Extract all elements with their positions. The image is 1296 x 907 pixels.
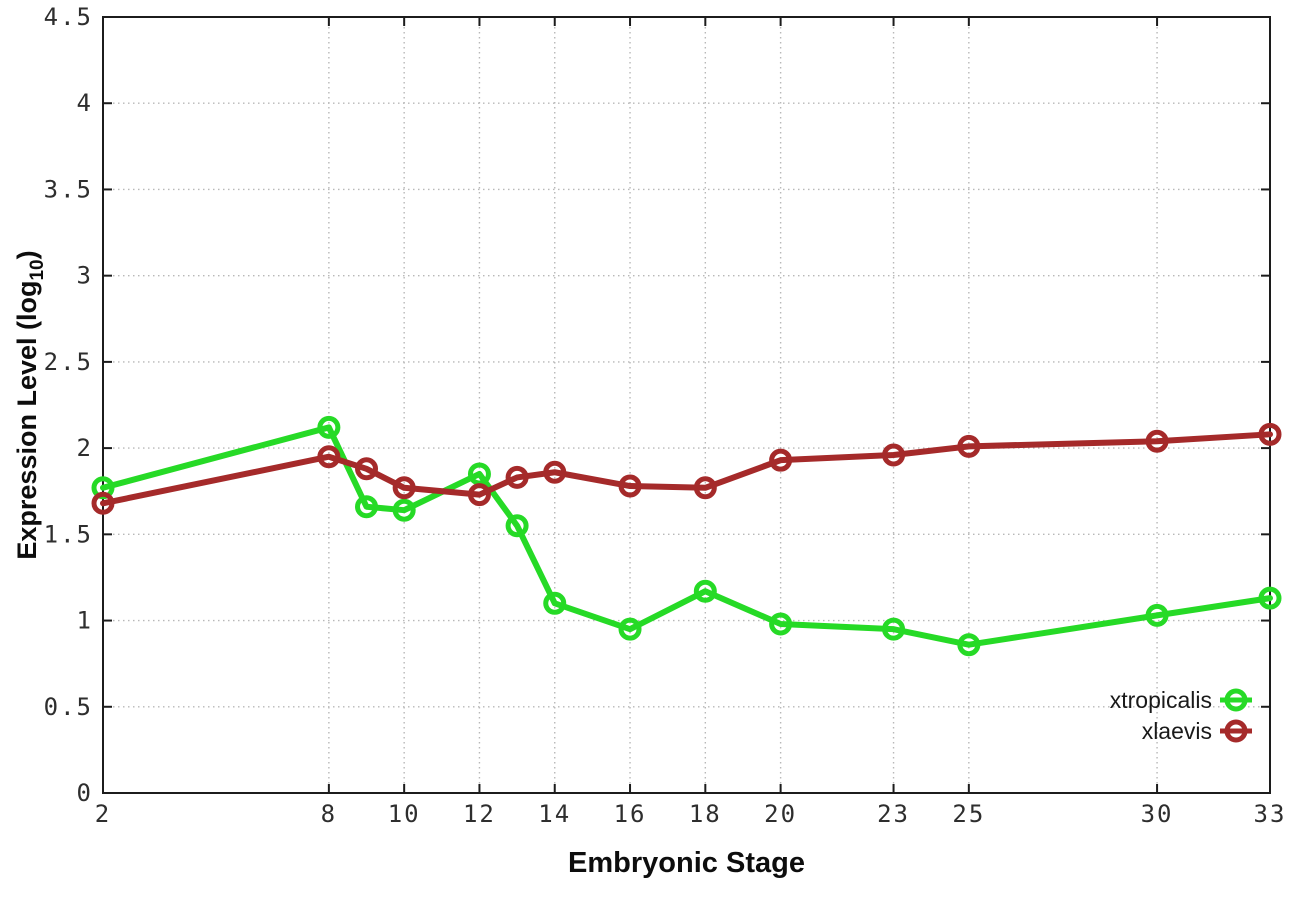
legend-marker-icon-xtropicalis [1224, 688, 1248, 712]
data-point-xtropicalis-10 [392, 498, 416, 522]
legend-entry-xlaevis: xlaevis [1142, 718, 1252, 744]
series-line-xlaevis [100, 431, 1273, 507]
data-point-xlaevis-13 [505, 465, 529, 489]
data-point-xlaevis-12 [467, 483, 491, 507]
x-tick-label: 30 [1141, 800, 1174, 828]
x-tick-label: 20 [764, 800, 797, 828]
y-tick-label: 2.5 [44, 348, 93, 376]
data-point-xlaevis-10 [392, 476, 416, 500]
x-tick-label: 18 [689, 800, 722, 828]
y-tick-label: 3.5 [44, 175, 93, 203]
data-point-xlaevis-2 [91, 491, 115, 515]
y-tick-label: 1 [77, 607, 93, 635]
y-tick-label: 3 [77, 262, 93, 290]
x-tick-label: 16 [614, 800, 647, 828]
data-point-xlaevis-23 [882, 443, 906, 467]
y-tick-label: 0 [77, 779, 93, 807]
data-point-xtropicalis-25 [957, 633, 981, 657]
x-tick-label: 8 [321, 800, 337, 828]
data-point-xlaevis-9 [355, 457, 379, 481]
y-tick-label: 2 [77, 434, 93, 462]
y-tick-label: 4.5 [44, 3, 93, 31]
data-point-xtropicalis-16 [618, 617, 642, 641]
x-tick-label: 12 [463, 800, 496, 828]
data-point-xlaevis-33 [1258, 422, 1282, 446]
data-point-xlaevis-16 [618, 474, 642, 498]
data-point-xtropicalis-23 [882, 617, 906, 641]
legend-marker-icon-xlaevis [1224, 719, 1248, 743]
x-tick-label: 2 [95, 800, 111, 828]
y-tick-label: 1.5 [44, 520, 93, 548]
data-point-xlaevis-14 [543, 460, 567, 484]
series-line-xtropicalis [100, 424, 1273, 648]
data-point-xtropicalis-13 [505, 514, 529, 538]
legend-label-xtropicalis: xtropicalis [1110, 687, 1212, 713]
data-point-xtropicalis-9 [355, 495, 379, 519]
x-tick-label: 14 [538, 800, 571, 828]
data-point-xlaevis-20 [769, 448, 793, 472]
data-point-xlaevis-30 [1145, 429, 1169, 453]
x-tick-label: 33 [1254, 800, 1287, 828]
y-tick-label: 0.5 [44, 693, 93, 721]
x-axis-label: Embryonic Stage [568, 847, 805, 879]
x-tick-label: 25 [952, 800, 985, 828]
data-point-xtropicalis-18 [693, 579, 717, 603]
data-point-xtropicalis-20 [769, 612, 793, 636]
data-point-xtropicalis-14 [543, 591, 567, 615]
y-axis-label: Expression Level (log10) [12, 250, 48, 559]
data-point-xtropicalis-8 [317, 415, 341, 439]
legend-label-xlaevis: xlaevis [1142, 718, 1212, 744]
data-point-xlaevis-8 [317, 445, 341, 469]
data-point-xlaevis-18 [693, 476, 717, 500]
data-point-xtropicalis-30 [1145, 603, 1169, 627]
data-point-xlaevis-25 [957, 434, 981, 458]
plot-border [102, 16, 1271, 794]
x-tick-label: 23 [877, 800, 910, 828]
data-point-xtropicalis-33 [1258, 586, 1282, 610]
x-tick-label: 10 [388, 800, 421, 828]
legend-entry-xtropicalis: xtropicalis [1110, 687, 1252, 713]
y-tick-label: 4 [77, 89, 93, 117]
data-point-xtropicalis-12 [467, 462, 491, 486]
